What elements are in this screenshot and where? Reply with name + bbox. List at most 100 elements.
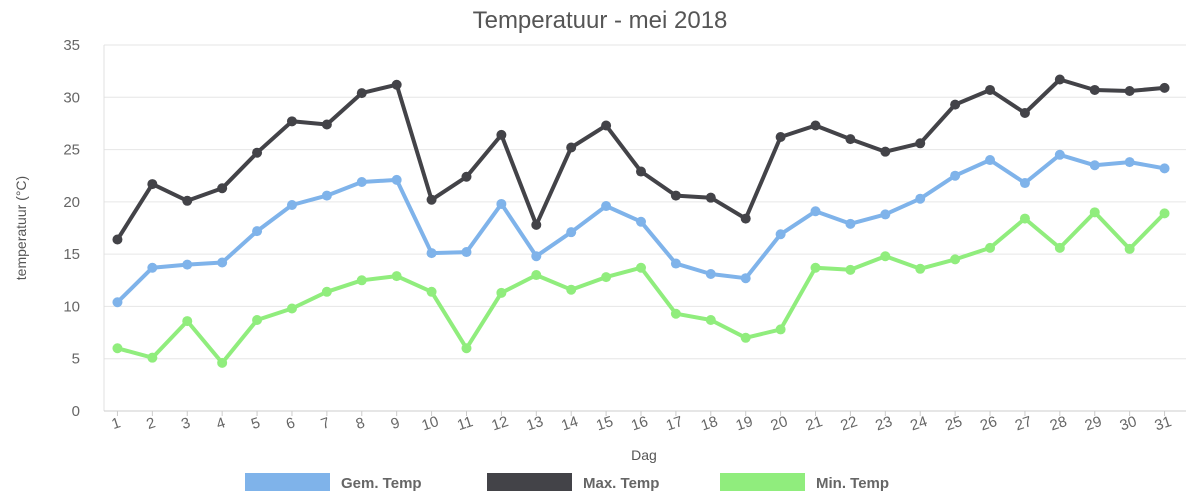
data-point[interactable]	[112, 297, 123, 308]
data-point[interactable]	[1089, 160, 1100, 171]
data-point[interactable]	[950, 99, 961, 110]
data-point[interactable]	[182, 259, 193, 270]
data-point[interactable]	[496, 129, 507, 140]
data-point[interactable]	[321, 286, 332, 297]
data-point[interactable]	[810, 120, 821, 131]
data-point[interactable]	[566, 142, 577, 153]
data-point[interactable]	[880, 251, 891, 262]
data-point[interactable]	[915, 263, 926, 274]
data-point[interactable]	[286, 199, 297, 210]
y-tick-label: 30	[63, 89, 80, 106]
data-point[interactable]	[636, 166, 646, 177]
data-point[interactable]	[810, 262, 821, 273]
data-point[interactable]	[601, 272, 612, 283]
data-point[interactable]	[286, 303, 297, 314]
data-point[interactable]	[391, 271, 402, 282]
data-point[interactable]	[1159, 82, 1170, 93]
data-point[interactable]	[985, 155, 996, 166]
data-point[interactable]	[217, 183, 228, 194]
legend-item[interactable]: Min. Temp	[720, 473, 889, 492]
data-point[interactable]	[636, 262, 646, 273]
data-point[interactable]	[217, 357, 228, 368]
data-point[interactable]	[880, 146, 891, 157]
data-point[interactable]	[461, 343, 472, 354]
data-point[interactable]	[217, 257, 228, 268]
legend-item[interactable]: Gem. Temp	[245, 473, 422, 492]
data-point[interactable]	[1159, 208, 1170, 219]
data-point[interactable]	[915, 138, 926, 149]
data-point[interactable]	[740, 332, 751, 343]
data-point[interactable]	[775, 132, 786, 143]
data-point[interactable]	[461, 247, 472, 258]
data-point[interactable]	[252, 226, 263, 237]
data-point[interactable]	[112, 234, 123, 245]
data-point[interactable]	[1019, 107, 1030, 118]
data-point[interactable]	[531, 251, 542, 262]
data-point[interactable]	[112, 343, 123, 354]
data-point[interactable]	[182, 195, 193, 206]
data-point[interactable]	[182, 316, 193, 327]
data-point[interactable]	[496, 287, 507, 298]
data-point[interactable]	[426, 286, 437, 297]
data-point[interactable]	[705, 315, 716, 326]
data-point[interactable]	[566, 227, 577, 238]
data-point[interactable]	[147, 352, 158, 363]
data-point[interactable]	[601, 120, 612, 131]
data-point[interactable]	[147, 179, 158, 190]
data-point[interactable]	[915, 193, 926, 204]
data-point[interactable]	[496, 198, 507, 209]
legend-item[interactable]: Max. Temp	[487, 473, 659, 492]
data-point[interactable]	[531, 219, 542, 230]
data-point[interactable]	[1054, 74, 1065, 85]
data-point[interactable]	[740, 273, 751, 284]
data-point[interactable]	[1089, 207, 1100, 218]
data-point[interactable]	[601, 201, 612, 212]
data-point[interactable]	[636, 216, 646, 227]
data-point[interactable]	[147, 262, 158, 273]
data-point[interactable]	[252, 147, 263, 158]
data-point[interactable]	[356, 88, 367, 99]
data-point[interactable]	[985, 242, 996, 253]
data-point[interactable]	[356, 275, 367, 286]
data-point[interactable]	[1159, 163, 1170, 174]
data-point[interactable]	[950, 254, 961, 265]
data-point[interactable]	[321, 190, 332, 201]
data-point[interactable]	[286, 116, 297, 127]
data-point[interactable]	[1019, 178, 1030, 189]
data-point[interactable]	[391, 79, 402, 90]
data-point[interactable]	[670, 308, 681, 319]
data-point[interactable]	[566, 284, 577, 295]
data-point[interactable]	[1089, 84, 1100, 95]
data-point[interactable]	[880, 209, 891, 220]
data-point[interactable]	[705, 269, 716, 280]
data-point[interactable]	[1124, 157, 1135, 168]
series-line	[115, 77, 1167, 242]
data-point[interactable]	[775, 324, 786, 335]
data-point[interactable]	[740, 213, 751, 224]
data-point[interactable]	[356, 176, 367, 187]
data-point[interactable]	[810, 206, 821, 217]
data-point[interactable]	[1054, 149, 1065, 160]
data-point[interactable]	[775, 229, 786, 240]
data-point[interactable]	[426, 248, 437, 259]
data-point[interactable]	[985, 84, 996, 95]
data-point[interactable]	[426, 194, 437, 205]
data-point[interactable]	[1019, 213, 1030, 224]
data-point[interactable]	[1124, 86, 1135, 97]
data-point[interactable]	[705, 192, 716, 203]
data-point[interactable]	[845, 264, 856, 275]
series-gem-temp	[112, 149, 1170, 308]
data-point[interactable]	[461, 171, 472, 182]
data-point[interactable]	[845, 134, 856, 145]
data-point[interactable]	[321, 119, 332, 130]
data-point[interactable]	[950, 170, 961, 181]
data-point[interactable]	[252, 315, 263, 326]
legend[interactable]: Gem. Temp Max. Temp Min. Temp	[245, 473, 889, 492]
data-point[interactable]	[531, 270, 542, 281]
data-point[interactable]	[845, 218, 856, 229]
data-point[interactable]	[391, 174, 402, 185]
data-point[interactable]	[670, 190, 681, 201]
data-point[interactable]	[1054, 242, 1065, 253]
data-point[interactable]	[1124, 243, 1135, 254]
data-point[interactable]	[670, 258, 681, 269]
